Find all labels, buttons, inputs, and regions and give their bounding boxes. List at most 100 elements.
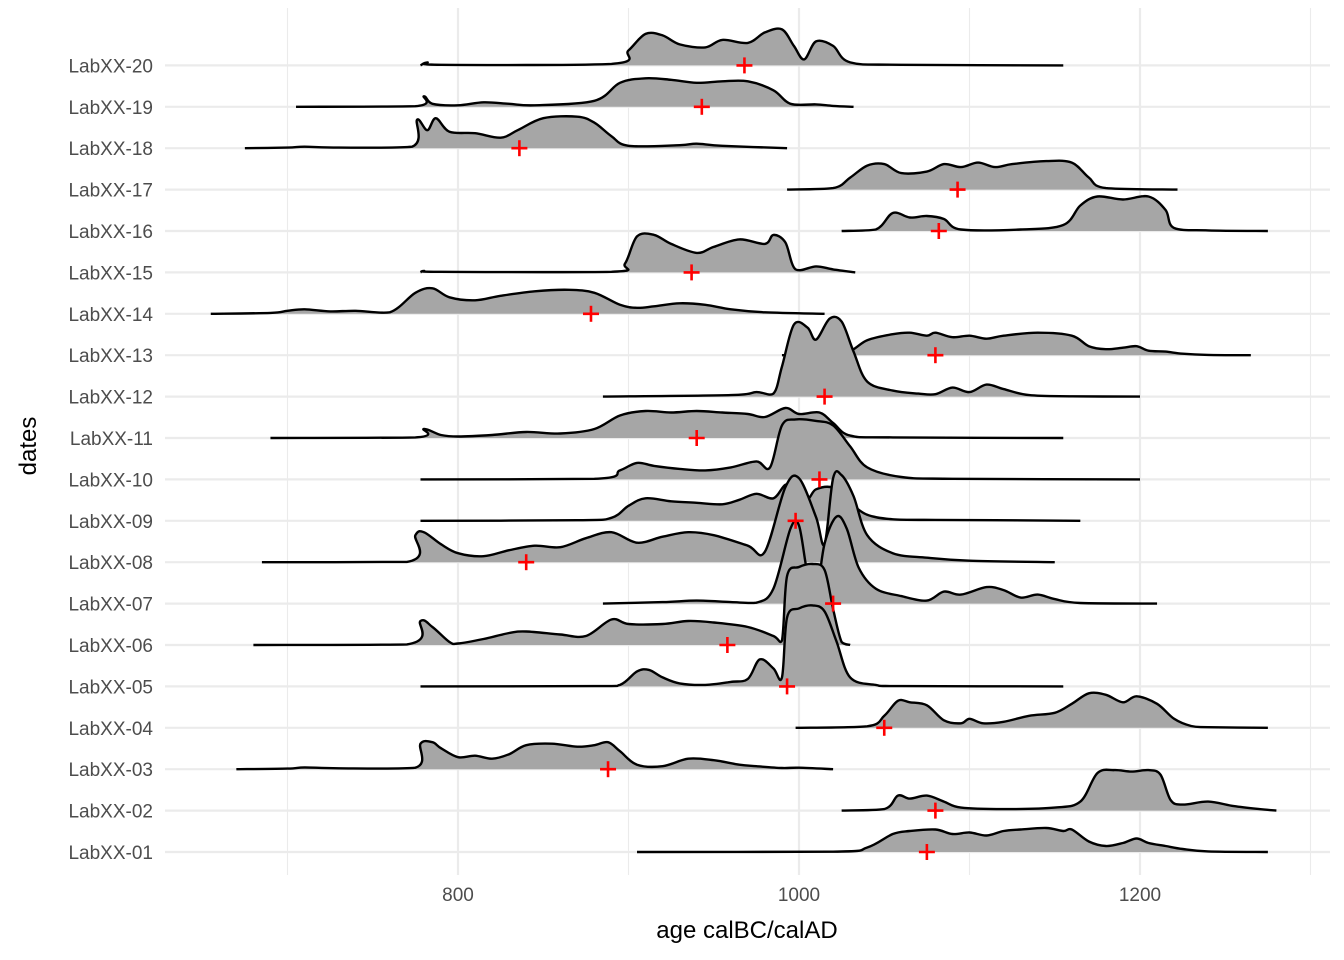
ridge-line — [261, 470, 1055, 564]
marker-cross — [779, 678, 796, 695]
ridge-area — [270, 407, 1064, 438]
ridge-LabXX-07 — [602, 514, 1158, 605]
ridge-LabXX-13 — [781, 331, 1251, 357]
y-tick-label: LabXX-10 — [68, 470, 153, 491]
ridge-area — [795, 692, 1268, 728]
ridge-line — [244, 115, 788, 150]
ridge-LabXX-01 — [637, 826, 1268, 854]
ridge-line — [270, 406, 1064, 440]
ridge-LabXX-11 — [270, 406, 1064, 440]
marker-cross — [719, 637, 736, 653]
marker-cross — [918, 844, 935, 860]
marker-cross — [811, 471, 828, 488]
y-tick-label: LabXX-11 — [70, 429, 153, 450]
y-tick-label: LabXX-20 — [68, 56, 153, 77]
ridge-area — [253, 563, 851, 645]
ridge-LabXX-06 — [253, 562, 851, 647]
y-tick-label: LabXX-15 — [68, 263, 153, 284]
marker-cross — [736, 57, 753, 74]
ridge-LabXX-15 — [419, 232, 856, 274]
y-tick-label: LabXX-04 — [68, 719, 153, 740]
ridge-line — [420, 482, 1081, 522]
marker-cross — [927, 347, 944, 364]
ridge-line — [253, 562, 851, 647]
y-tick-label: LabXX-18 — [68, 139, 153, 160]
ridge-area — [296, 78, 854, 107]
marker-cross — [930, 223, 947, 239]
ridge-LabXX-20 — [419, 27, 1064, 67]
y-tick-label: LabXX-12 — [68, 388, 153, 409]
ridge-LabXX-09 — [420, 482, 1081, 522]
marker-cross — [787, 512, 804, 529]
ridge-LabXX-02 — [841, 768, 1277, 812]
x-tick-labels: 800 1000 1200 — [442, 885, 1161, 906]
y-tick-label: LabXX-17 — [68, 181, 153, 202]
y-tick-label: LabXX-19 — [68, 98, 153, 119]
ridge-area — [261, 471, 1055, 563]
ridge-LabXX-03 — [236, 739, 834, 771]
marker-cross — [825, 595, 842, 612]
ridge-line — [787, 159, 1178, 191]
x-axis-title: age calBC/calAD — [656, 917, 837, 944]
y-tick-labels: LabXX-01 LabXX-02 LabXX-03 LabXX-04 LabXX-05… — [68, 56, 153, 864]
ridge-area — [236, 741, 834, 770]
marker-cross — [582, 305, 599, 322]
y-tick-label: LabXX-06 — [68, 636, 153, 657]
ridges — [210, 27, 1277, 854]
ridge-LabXX-04 — [795, 691, 1268, 729]
ridge-line — [419, 27, 1064, 67]
marker-cross — [688, 430, 705, 446]
ridge-line — [210, 286, 825, 315]
ridge-line — [236, 739, 834, 771]
ridge-line — [602, 315, 1141, 398]
x-tick-label: 1000 — [778, 885, 820, 906]
marker-cross — [816, 388, 833, 405]
ridge-LabXX-17 — [787, 159, 1178, 191]
ridge-line — [795, 691, 1268, 729]
ridge-area — [210, 288, 825, 314]
ridge-line — [841, 194, 1268, 233]
ridge-LabXX-10 — [420, 417, 1141, 481]
ridge-area — [420, 28, 1064, 66]
marker-cross — [511, 140, 528, 157]
y-tick-label: LabXX-09 — [68, 512, 153, 533]
y-tick-label: LabXX-03 — [68, 760, 153, 781]
y-tick-label: LabXX-13 — [68, 346, 153, 367]
ridge-LabXX-19 — [296, 76, 854, 108]
marker-cross — [693, 98, 710, 115]
ridge-line — [420, 417, 1141, 481]
markers — [511, 57, 966, 860]
y-tick-label: LabXX-14 — [68, 305, 153, 326]
ridge-LabXX-05 — [420, 604, 1064, 688]
y-tick-label: LabXX-01 — [68, 843, 153, 864]
marker-cross — [949, 181, 966, 198]
y-tick-label: LabXX-07 — [68, 595, 153, 616]
ridge-area — [420, 233, 856, 273]
marker-cross — [876, 719, 893, 736]
ridge-area — [787, 160, 1178, 190]
marker-cross — [927, 802, 944, 819]
x-tick-label: 1200 — [1119, 885, 1161, 906]
ridge-line — [296, 76, 854, 108]
ridge-area — [841, 196, 1268, 231]
ridge-line — [841, 768, 1277, 812]
ridge-LabXX-18 — [244, 115, 788, 150]
ridge-line — [602, 514, 1158, 605]
y-tick-label: LabXX-08 — [68, 553, 153, 574]
ridge-area — [420, 483, 1081, 521]
marker-cross — [683, 264, 700, 281]
ridge-LabXX-14 — [210, 286, 825, 315]
ridge-line — [637, 826, 1268, 854]
marker-cross — [600, 761, 617, 778]
y-tick-label: LabXX-16 — [68, 222, 153, 243]
y-tick-label: LabXX-05 — [68, 677, 153, 698]
ridge-area — [841, 769, 1277, 811]
ridge-area — [781, 332, 1251, 356]
ridge-LabXX-16 — [841, 194, 1268, 233]
ridge-line — [781, 331, 1251, 357]
ridge-line — [419, 232, 856, 274]
ridge-line — [420, 604, 1064, 688]
y-tick-label: LabXX-02 — [68, 802, 153, 823]
x-tick-label: 800 — [442, 885, 474, 906]
